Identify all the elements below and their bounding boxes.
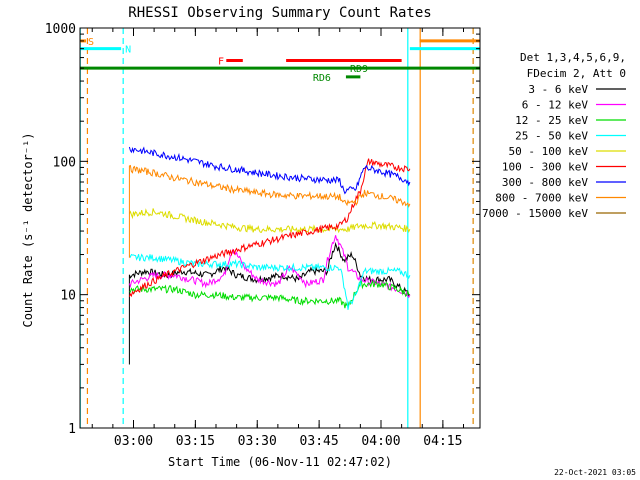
x-tick-label-4: 04:00: [361, 434, 400, 449]
y-tick-label-1: 10: [60, 289, 76, 304]
generation-timestamp: 22-Oct-2021 03:05: [554, 468, 636, 477]
legend-label-6: 300 - 800 keV: [502, 176, 588, 189]
y-tick-label-0: 1: [68, 422, 76, 437]
plot-area: S N F RD9 RD6: [79, 28, 480, 428]
flag-label-2: N: [125, 45, 131, 56]
legend-label-0: 3 - 6 keV: [528, 83, 588, 96]
series-line-1: [128, 235, 411, 299]
x-tick-label-2: 03:30: [238, 434, 277, 449]
chart-title: RHESSI Observing Summary Count Rates: [128, 5, 431, 21]
y-tick-label-3: 1000: [45, 22, 76, 37]
x-tick-label-0: 03:00: [114, 434, 153, 449]
legend-label-8: 7000 - 15000 keV: [482, 207, 588, 220]
legend-header-line-2: FDecim 2, Att 0: [527, 67, 626, 80]
plot-frame: [79, 27, 481, 429]
y-tick-label-2: 100: [53, 155, 76, 170]
legend: Det 1,3,4,5,6,9, FDecim 2, Att 0 3 - 6 k…: [482, 51, 626, 220]
legend-label-3: 25 - 50 keV: [515, 130, 588, 143]
series-line-5: [128, 158, 411, 298]
legend-label-7: 800 - 7000 keV: [495, 192, 588, 205]
series-line-0: [128, 241, 411, 365]
flag-label-4: F: [218, 57, 224, 68]
x-tick-label-1: 03:15: [176, 434, 215, 449]
x-tick-label-5: 04:15: [423, 434, 462, 449]
series-line-4: [128, 208, 411, 234]
legend-label-1: 6 - 12 keV: [522, 99, 589, 112]
flag-label-7: RD6: [313, 73, 331, 84]
series-line-3: [128, 253, 411, 310]
legend-header-line-1: Det 1,3,4,5,6,9,: [520, 51, 626, 64]
series-line-2: [129, 279, 411, 309]
y-axis-label: Count Rate (s⁻¹ detector⁻¹): [21, 132, 35, 327]
flag-label-0: S: [88, 37, 94, 48]
legend-label-2: 12 - 25 keV: [515, 114, 588, 127]
axes: 1 10 100 1000 03:00 03:15 03:30 03:45 04:00 04:15: [45, 22, 481, 449]
flag-label-6: RD9: [350, 64, 368, 75]
legend-label-4: 50 - 100 keV: [509, 145, 589, 158]
x-tick-label-3: 03:45: [300, 434, 339, 449]
series-line-7: [128, 164, 411, 258]
legend-label-5: 100 - 300 keV: [502, 161, 588, 174]
x-axis-label: Start Time (06-Nov-11 02:47:02): [168, 455, 392, 469]
series-line-6: [128, 146, 411, 195]
